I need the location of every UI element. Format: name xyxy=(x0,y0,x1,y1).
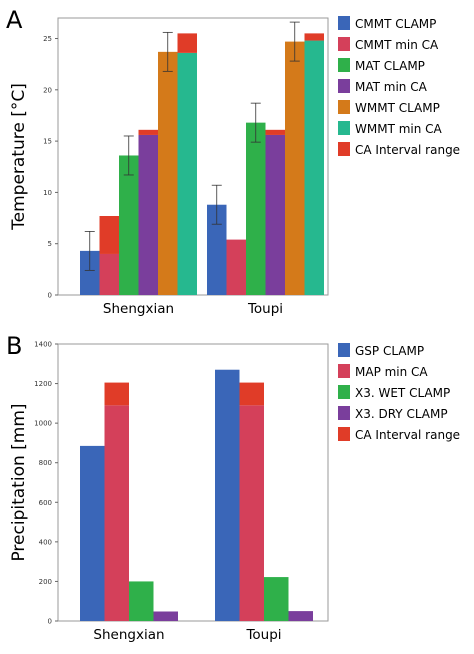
bar-ca-interval-range xyxy=(99,216,119,254)
bar-map-min-ca xyxy=(239,405,264,621)
bar-cmmt-min-ca xyxy=(99,253,119,295)
legend-label: X3. DRY CLAMP xyxy=(355,407,448,421)
legend-label: CMMT min CA xyxy=(355,38,439,52)
category-label: Toupi xyxy=(247,301,283,317)
y-tick-label: 600 xyxy=(39,499,52,507)
bar-map-min-ca xyxy=(104,405,129,621)
y-tick-label: 15 xyxy=(43,138,52,146)
legend-swatch xyxy=(338,142,350,156)
bar-wmmt-clamp xyxy=(285,41,305,295)
y-tick-label: 0 xyxy=(48,618,52,626)
panel-a: A 0 5 10 15 20 25 Temperature [°C] Shengxian Toup… xyxy=(6,6,460,317)
bar-mat-clamp xyxy=(246,122,266,296)
bar-ca-interval-range xyxy=(177,33,197,53)
bar-cmmt-clamp xyxy=(207,204,227,295)
bar-mat-min-ca xyxy=(265,134,285,295)
bar-gsp-clamp xyxy=(80,445,105,621)
y-tick-label: 1000 xyxy=(34,420,52,428)
legend-swatch xyxy=(338,16,350,30)
category-label: Toupi xyxy=(245,627,281,643)
y-tick-label: 20 xyxy=(43,86,52,94)
plot-frame xyxy=(57,343,329,622)
bar-mat-clamp xyxy=(119,155,139,295)
category-label: Shengxian xyxy=(93,627,164,643)
y-axis-label: Temperature [°C] xyxy=(9,83,29,231)
legend-label: MAT CLAMP xyxy=(355,59,425,73)
legend-swatch xyxy=(338,121,350,135)
legend-label: WMMT min CA xyxy=(355,122,443,136)
legend-swatch xyxy=(338,79,350,93)
bar-x3-wet-clamp xyxy=(264,577,289,621)
bar-mat-min-ca xyxy=(138,134,158,295)
bar-gsp-clamp xyxy=(215,369,240,621)
y-tick-label: 0 xyxy=(48,292,52,300)
bar-x3-dry-clamp xyxy=(153,611,178,621)
bar-x3-dry-clamp xyxy=(288,611,313,621)
legend-label: GSP CLAMP xyxy=(355,344,424,358)
legend-label: CA Interval range xyxy=(355,143,460,157)
legend-label: MAT min CA xyxy=(355,80,428,94)
y-axis-label: Precipitation [mm] xyxy=(9,403,29,561)
bar-x3-wet-clamp xyxy=(129,581,154,621)
bar-cmmt-min-ca xyxy=(226,239,246,295)
bar-wmmt-min-ca xyxy=(304,40,324,295)
legend-swatch xyxy=(338,343,350,357)
y-tick-label: 1400 xyxy=(34,341,52,349)
y-tick-label: 200 xyxy=(39,578,52,586)
legend-swatch xyxy=(338,58,350,72)
legend-label: CA Interval range xyxy=(355,428,460,442)
y-tick-label: 25 xyxy=(43,35,52,43)
bar-ca-interval-range xyxy=(104,382,129,406)
legend-swatch xyxy=(338,364,350,378)
bar-wmmt-min-ca xyxy=(177,52,197,295)
bar-cmmt-clamp xyxy=(80,250,100,295)
panel-label: B xyxy=(6,332,22,360)
y-tick-label: 10 xyxy=(43,189,52,197)
legend-swatch xyxy=(338,406,350,420)
legend-swatch xyxy=(338,427,350,441)
bar-ca-interval-range xyxy=(265,129,285,135)
y-tick-label: 800 xyxy=(39,459,52,467)
bar-wmmt-clamp xyxy=(158,51,178,295)
panel-b: B 0 200 400 600 800 1000 1200 1400 Precipitation … xyxy=(6,332,460,643)
bar-ca-interval-range xyxy=(304,33,324,41)
bar-ca-interval-range xyxy=(138,129,158,135)
bar-ca-interval-range xyxy=(239,382,264,406)
panel-label: A xyxy=(6,6,23,34)
legend-label: CMMT CLAMP xyxy=(355,17,436,31)
legend-label: WMMT CLAMP xyxy=(355,101,440,115)
legend-swatch xyxy=(338,100,350,114)
category-label: Shengxian xyxy=(103,301,174,317)
y-tick-label: 400 xyxy=(39,538,52,546)
legend-swatch xyxy=(338,37,350,51)
y-tick-label: 1200 xyxy=(34,380,52,388)
legend-swatch xyxy=(338,385,350,399)
legend-label: X3. WET CLAMP xyxy=(355,386,450,400)
legend-label: MAP min CA xyxy=(355,365,428,379)
y-tick-label: 5 xyxy=(48,240,52,248)
